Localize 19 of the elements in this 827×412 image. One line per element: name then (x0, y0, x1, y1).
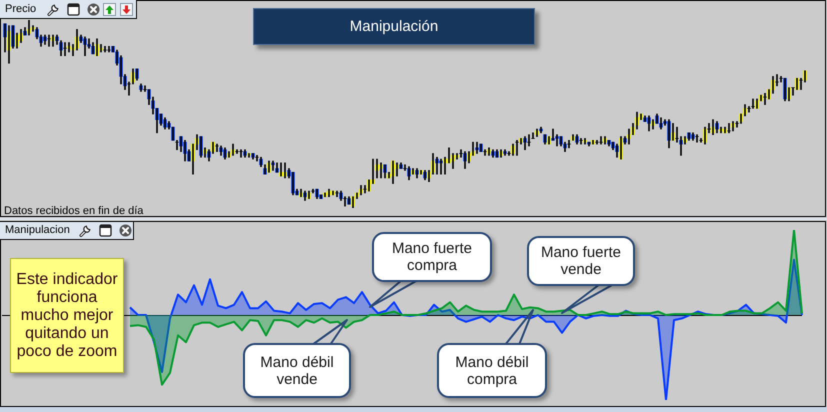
annotation: Mano débil compra (455, 354, 529, 388)
chart-subtitle: Manipulacion (5, 224, 70, 236)
annotation: Este indicador funciona mucho mejor quitando un poco de zoom (16, 270, 118, 360)
speech-bubble: Mano fuerte vende (527, 236, 635, 286)
candlestick (591, 140, 595, 144)
candlestick (479, 144, 483, 152)
speech-bubble: Mano fuerte compra (372, 232, 492, 282)
annotation: Datos recibidos en fin de día (4, 205, 144, 217)
candlestick (331, 190, 335, 196)
title-banner: Manipulación (253, 8, 535, 45)
speech-bubble: Mano débil compra (437, 343, 547, 398)
chart-title: Manipulación (350, 18, 438, 35)
annotation: Mano fuerte compra (392, 240, 472, 274)
speech-bubble: Mano débil vende (243, 343, 351, 398)
chart-subtitle: Precio (5, 3, 36, 15)
sticky-note: Este indicador funciona mucho mejor quitando un poco de zoom (10, 258, 124, 373)
annotation: Mano débil vende (260, 354, 334, 388)
annotation: Mano fuerte vende (540, 244, 622, 278)
candlestick (323, 192, 327, 198)
